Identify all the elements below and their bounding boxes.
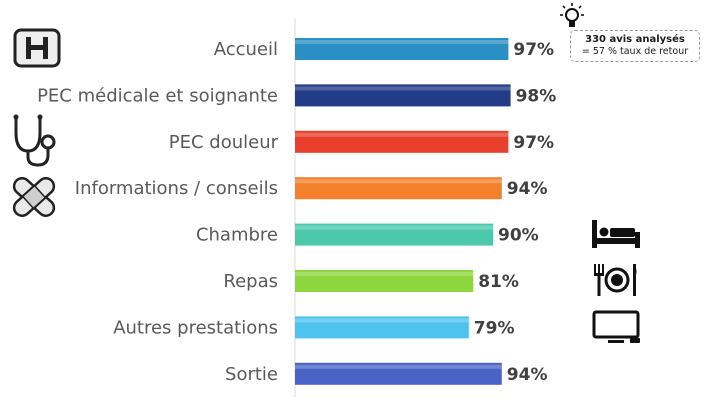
category-label: Repas: [223, 271, 278, 292]
bar: [295, 316, 469, 339]
bar-highlight: [295, 132, 509, 137]
stethoscope-icon: [13, 114, 56, 167]
category-label: Autres prestations: [113, 317, 278, 338]
bed-icon: [592, 220, 640, 248]
value-label: 97%: [513, 133, 554, 153]
category-label: Informations / conseils: [75, 178, 278, 199]
tv-icon: [592, 310, 640, 343]
plate-cutlery-icon: [594, 264, 637, 296]
category-label: PEC médicale et soignante: [37, 85, 278, 106]
bar-highlight: [295, 86, 511, 91]
value-label: 90%: [498, 226, 539, 246]
bar-highlight: [295, 364, 502, 369]
bar-highlight: [295, 179, 502, 184]
note-line-2: = 57 % taux de retour: [581, 46, 689, 57]
bar: [295, 223, 493, 246]
bar: [295, 38, 509, 60]
sample-size-note: 330 avis analysés = 57 % taux de retour: [570, 30, 700, 62]
category-label: Sortie: [225, 364, 278, 385]
category-label: PEC douleur: [169, 132, 279, 153]
bar: [295, 84, 511, 107]
bar-highlight: [295, 40, 509, 44]
category-label: Chambre: [196, 225, 278, 246]
bandage-icon: [12, 177, 56, 217]
bar: [295, 130, 509, 153]
note-line-1: 330 avis analysés: [585, 34, 685, 45]
category-label: Accueil: [214, 39, 278, 60]
value-label: 94%: [507, 365, 548, 385]
value-label: 94%: [507, 179, 548, 199]
bar-highlight: [295, 318, 469, 323]
hospital-icon: [13, 28, 61, 68]
bar-highlight: [295, 225, 493, 230]
value-label: 97%: [513, 40, 554, 60]
value-label: 79%: [474, 318, 515, 338]
bar: [295, 177, 502, 200]
bar: [295, 362, 502, 385]
bar: [295, 270, 474, 292]
bar-highlight: [295, 272, 474, 276]
value-label: 98%: [516, 86, 557, 106]
value-label: 81%: [478, 272, 519, 292]
lightbulb-icon: [560, 3, 584, 27]
